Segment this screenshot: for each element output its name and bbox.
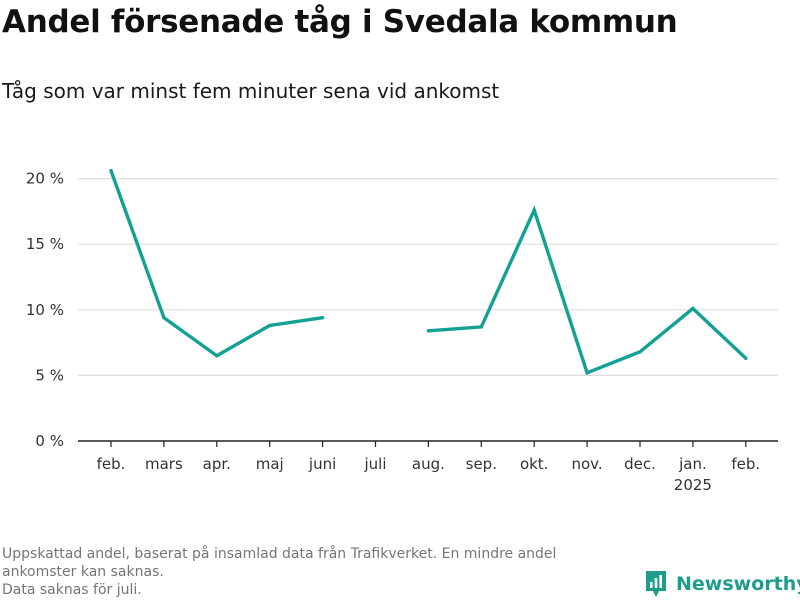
- data-point: [268, 323, 272, 328]
- brand-logo: Newsworthy: [644, 569, 800, 599]
- y-tick-label: 5 %: [35, 366, 64, 384]
- x-tick-label: apr.: [203, 455, 231, 473]
- x-tick-label: feb.: [97, 455, 126, 473]
- x-tick-label: juli: [363, 455, 386, 473]
- y-tick-label: 20 %: [26, 170, 64, 188]
- x-tick-label: okt.: [520, 455, 549, 473]
- y-tick-label: 15 %: [26, 235, 64, 253]
- x-tick-label: juni: [308, 455, 336, 473]
- data-point: [585, 371, 589, 375]
- x-tick-sublabel: 2025: [674, 476, 712, 494]
- data-point: [691, 306, 695, 311]
- series-line: [109, 170, 747, 376]
- footnote-line-2: ankomster kan saknas.: [2, 564, 164, 580]
- x-axis-ticks: feb. mars apr. maj juni juli aug. sep. okt. nov. d…: [97, 441, 760, 494]
- series-lines: [109, 169, 748, 376]
- data-point: [532, 208, 536, 212]
- footnote: Uppskattad andel, baserat på insamlad da…: [2, 545, 632, 599]
- x-tick-label: maj: [256, 455, 284, 473]
- data-point: [162, 315, 166, 320]
- grid-lines: [78, 178, 778, 376]
- x-tick-label: sep.: [466, 455, 497, 473]
- x-tick-label: jan.: [678, 455, 707, 473]
- chart-subtitle: Tåg som var minst fem minuter sena vid a…: [2, 79, 500, 103]
- x-tick-label: dec.: [624, 455, 656, 473]
- chart-title: Andel försenade tåg i Svedala kommun: [2, 4, 678, 40]
- x-tick-label: mars: [145, 455, 183, 473]
- newsworthy-logo-icon: [646, 571, 666, 597]
- data-point: [638, 350, 642, 354]
- x-tick-label: aug.: [412, 455, 445, 473]
- footnote-line-1: Uppskattad andel, baserat på insamlad da…: [2, 546, 557, 562]
- x-tick-label: feb.: [731, 455, 760, 473]
- x-tick-label: nov.: [572, 455, 603, 473]
- data-point: [744, 356, 748, 361]
- y-axis-ticks: 0 % 5 % 10 % 15 % 20 %: [26, 170, 64, 450]
- data-point: [320, 315, 325, 320]
- brand-name: Newsworthy: [676, 573, 800, 595]
- data-point: [109, 169, 113, 173]
- data-point: [426, 329, 431, 333]
- y-tick-label: 0 %: [35, 432, 64, 450]
- data-point: [479, 325, 483, 329]
- footnote-line-3: Data saknas för juli.: [2, 582, 142, 598]
- y-tick-label: 10 %: [26, 301, 64, 319]
- data-point: [215, 354, 219, 358]
